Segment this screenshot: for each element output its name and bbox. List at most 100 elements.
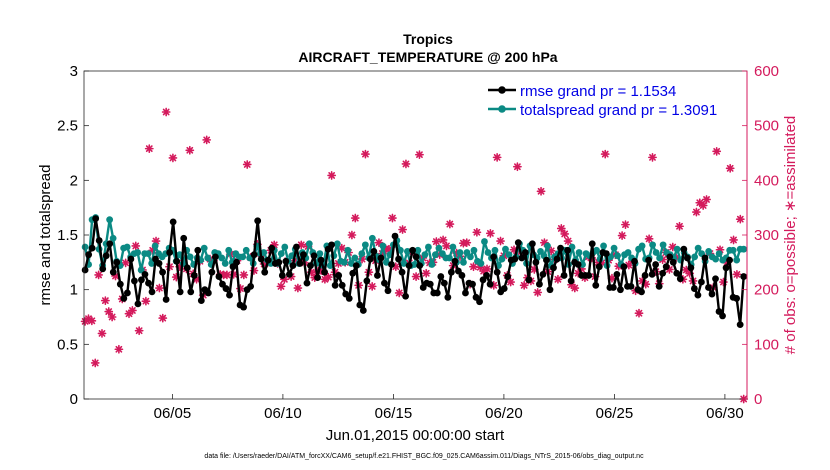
obs-count-marker (398, 225, 407, 234)
y-tick-label-left: 3 (70, 63, 78, 80)
data-point-totalspread (344, 246, 352, 254)
data-point-totalspread (729, 246, 737, 254)
obs-count-marker (421, 268, 431, 278)
data-point-rmse (550, 264, 557, 272)
obs-count-marker (94, 270, 104, 280)
obs-count-marker (438, 235, 448, 245)
data-point-totalspread (239, 253, 247, 261)
obs-count-marker (276, 281, 286, 291)
data-point-rmse (282, 257, 290, 265)
data-point-rmse (553, 255, 561, 263)
data-point-rmse (366, 255, 374, 263)
data-point-totalspread (260, 249, 268, 256)
data-point-totalspread (610, 244, 618, 252)
data-point-rmse (116, 280, 124, 288)
y-tick-label-right: 600 (754, 63, 779, 80)
data-point-rmse (254, 217, 262, 225)
data-point-rmse (148, 288, 156, 296)
obs-count-marker (702, 195, 711, 204)
data-point-totalspread (351, 254, 359, 262)
data-point-totalspread (624, 249, 632, 256)
legend: rmse grand pr = 1.1534 totalspread grand… (484, 78, 745, 122)
data-point-rmse (514, 239, 522, 247)
legend-box (484, 78, 745, 122)
obs-count-marker (202, 135, 212, 145)
data-point-rmse (268, 244, 276, 252)
data-point-totalspread (649, 241, 656, 249)
obs-count-marker (161, 107, 171, 117)
data-point-totalspread (638, 242, 646, 250)
data-point-totalspread (400, 260, 408, 267)
x-tick-label: 06/05 (154, 405, 192, 422)
data-point-rmse (444, 293, 452, 301)
data-point-rmse (588, 240, 596, 248)
data-point-rmse (676, 275, 684, 283)
data-point-rmse (261, 268, 269, 276)
data-point-totalspread (218, 254, 226, 262)
obs-count-marker (712, 146, 722, 156)
data-point-rmse (99, 265, 107, 273)
data-point-totalspread (340, 258, 348, 266)
chart-subtitle: AIRCRAFT_TEMPERATURE @ 200 hPa (298, 49, 557, 65)
data-point-totalspread (221, 260, 229, 267)
legend-marker-rmse (498, 86, 506, 94)
data-point-totalspread (425, 243, 432, 251)
data-point-rmse (278, 272, 286, 279)
data-point-rmse (652, 261, 660, 268)
data-point-totalspread (428, 261, 436, 268)
data-point-rmse (345, 295, 353, 302)
data-point-rmse (92, 215, 100, 223)
data-point-rmse (669, 258, 677, 266)
data-point-rmse (95, 237, 103, 244)
data-point-rmse (490, 253, 498, 261)
obs-count-marker (131, 241, 141, 251)
data-point-rmse (511, 255, 519, 263)
data-point-rmse (659, 269, 667, 277)
data-point-rmse (300, 251, 307, 259)
obs-count-marker (100, 296, 110, 306)
chart-title: Tropics (403, 31, 453, 47)
data-point-rmse (247, 282, 255, 290)
obs-count-marker (732, 269, 742, 279)
data-point-rmse (462, 289, 469, 297)
obs-count-marker (97, 328, 107, 338)
data-point-rmse (722, 264, 730, 272)
data-point-rmse (335, 272, 343, 279)
data-point-rmse (331, 281, 339, 289)
data-point-rmse (641, 272, 649, 279)
data-point-totalspread (326, 262, 334, 270)
data-point-rmse (215, 273, 223, 280)
data-point-totalspread (505, 251, 513, 259)
x-tick-label: 06/10 (264, 405, 302, 422)
obs-count-marker (492, 152, 502, 162)
obs-count-marker (621, 220, 630, 230)
data-point-totalspread (740, 245, 748, 253)
data-point-totalspread (481, 238, 488, 245)
data-point-rmse (712, 275, 719, 283)
obs-count-marker (293, 283, 303, 293)
data-point-totalspread (575, 249, 583, 256)
data-point-rmse (222, 285, 230, 292)
data-point-totalspread (659, 241, 667, 249)
obs-count-marker (144, 144, 154, 154)
obs-count-marker (411, 272, 421, 281)
data-point-totalspread (498, 255, 506, 263)
obs-count-marker (107, 312, 117, 322)
data-point-rmse (159, 268, 166, 276)
data-point-rmse (289, 262, 297, 270)
data-point-rmse (546, 286, 554, 294)
obs-count-marker (350, 213, 360, 223)
obs-count-marker (415, 150, 424, 160)
data-point-rmse (627, 282, 635, 290)
data-point-rmse (483, 272, 490, 279)
obs-count-marker (496, 236, 505, 246)
data-file-footer: data file: /Users/raeder/DAI/ATM_forcXX/… (204, 453, 644, 460)
data-point-totalspread (137, 266, 145, 274)
data-point-rmse (240, 303, 247, 311)
data-point-rmse (328, 241, 336, 249)
data-point-rmse (296, 260, 304, 267)
legend-label-totalspread: totalspread grand pr = 1.3091 (520, 102, 717, 119)
data-point-rmse (412, 253, 420, 261)
data-point-totalspread (361, 241, 369, 249)
